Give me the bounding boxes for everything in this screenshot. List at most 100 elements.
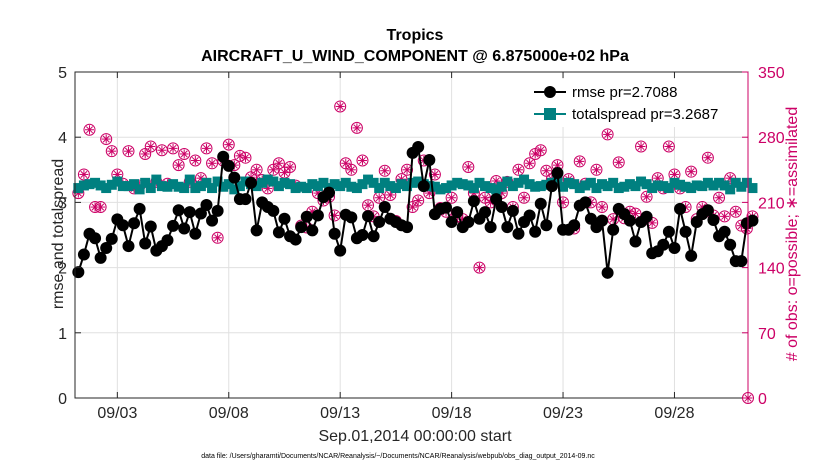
obs-count-point	[729, 205, 742, 218]
y-tick-label: 3	[58, 195, 67, 212]
obs-assimilated-marker	[414, 197, 422, 205]
rmse-marker	[139, 237, 152, 250]
obs-assimilated-marker	[654, 174, 662, 182]
totalspread-marker	[123, 181, 134, 192]
rmse-marker	[206, 214, 219, 227]
obs-possible-marker	[640, 190, 653, 203]
totalspread-marker	[212, 176, 223, 187]
totalspread-marker	[675, 179, 686, 190]
obs-possible-marker	[239, 151, 252, 164]
obs-count-point	[189, 154, 202, 167]
rmse-marker	[194, 207, 207, 220]
obs-count-point	[445, 191, 458, 204]
obs-possible-marker	[412, 194, 425, 207]
obs-possible-marker	[596, 201, 609, 214]
obs-possible-marker	[428, 168, 441, 181]
obs-count-point	[640, 190, 653, 203]
obs-assimilated-marker	[609, 215, 617, 223]
rmse-series	[72, 140, 759, 279]
obs-count-point	[668, 168, 681, 181]
obs-count-point	[105, 145, 118, 158]
obs-count-point	[200, 142, 213, 155]
x-tick-label: 09/23	[543, 405, 583, 422]
obs-assimilated-marker	[158, 146, 166, 154]
obs-count-point	[94, 201, 107, 214]
x-tick-label: 09/08	[209, 405, 249, 422]
obs-assimilated-marker	[241, 154, 250, 162]
rmse-marker	[523, 209, 536, 222]
rmse-marker	[657, 238, 670, 251]
rmse-marker	[267, 204, 280, 217]
totalspread-marker	[117, 181, 128, 192]
obs-count-point	[462, 161, 475, 174]
rmse-marker	[362, 210, 375, 223]
rmse-marker	[89, 232, 102, 245]
obs-possible-marker	[713, 191, 726, 204]
totalspread-marker	[402, 181, 413, 192]
totalspread-marker	[218, 181, 229, 192]
rmse-marker	[200, 199, 213, 212]
totalspread-marker	[591, 183, 602, 194]
totalspread-marker	[207, 183, 218, 194]
obs-count-point	[428, 168, 441, 181]
totalspread-marker	[714, 177, 725, 188]
obs-assimilated-marker	[531, 150, 539, 158]
obs-count-point	[239, 151, 252, 164]
totalspread-marker	[162, 181, 173, 192]
totalspread-marker	[134, 184, 145, 195]
obs-possible-marker	[473, 261, 486, 274]
rmse-marker	[128, 217, 141, 230]
rmse-marker	[423, 154, 436, 167]
obs-assimilated-marker	[169, 144, 177, 152]
obs-count-point	[334, 100, 347, 113]
obs-count-point	[206, 157, 219, 170]
obs-count-point	[284, 161, 297, 174]
obs-count-point	[518, 191, 531, 204]
obs-possible-marker	[272, 157, 285, 170]
totalspread-marker	[608, 177, 619, 188]
obs-count-point	[601, 128, 614, 141]
legend-spread-marker	[544, 108, 556, 120]
rmse-marker	[534, 197, 547, 210]
rmse-marker	[479, 206, 492, 219]
rmse-marker	[345, 211, 358, 224]
rmse-marker	[328, 227, 341, 240]
totalspread-marker	[708, 180, 719, 191]
totalspread-marker	[307, 179, 318, 190]
totalspread-marker	[441, 183, 452, 194]
totalspread-marker	[279, 177, 290, 188]
totalspread-marker	[741, 177, 752, 188]
obs-count-point	[167, 142, 180, 155]
rmse-marker	[579, 196, 592, 209]
obs-possible-marker	[401, 163, 414, 176]
obs-possible-marker	[189, 154, 202, 167]
x-tick-label: 09/13	[320, 405, 360, 422]
obs-assimilated-marker	[643, 193, 651, 201]
obs-possible-marker	[83, 123, 96, 136]
totalspread-marker	[491, 184, 502, 195]
totalspread-marker	[429, 181, 440, 192]
obs-possible-marker	[662, 140, 675, 153]
totalspread-marker	[585, 177, 596, 188]
totalspread-marker	[179, 183, 190, 194]
rmse-marker	[311, 209, 324, 222]
obs-assimilated-marker	[726, 174, 734, 182]
obs-assimilated-marker	[514, 166, 523, 174]
rmse-marker	[596, 214, 609, 227]
totalspread-marker	[507, 181, 518, 192]
obs-possible-marker	[462, 161, 475, 174]
totalspread-marker	[318, 177, 329, 188]
rmse-marker	[584, 212, 597, 225]
legend: rmse pr=2.7088 totalspread pr=3.2687	[526, 79, 733, 127]
obs-assimilated-marker	[197, 174, 205, 182]
obs-assimilated-marker	[342, 159, 350, 167]
rmse-marker	[217, 150, 230, 163]
totalspread-marker	[106, 179, 117, 190]
totalspread-marker	[296, 181, 307, 192]
obs-possible-marker	[685, 165, 698, 178]
obs-possible-marker	[518, 191, 531, 204]
totalspread-marker	[658, 181, 669, 192]
rmse-marker	[467, 195, 480, 208]
obs-count-point	[267, 163, 280, 176]
obs-assimilated-marker	[576, 157, 584, 165]
